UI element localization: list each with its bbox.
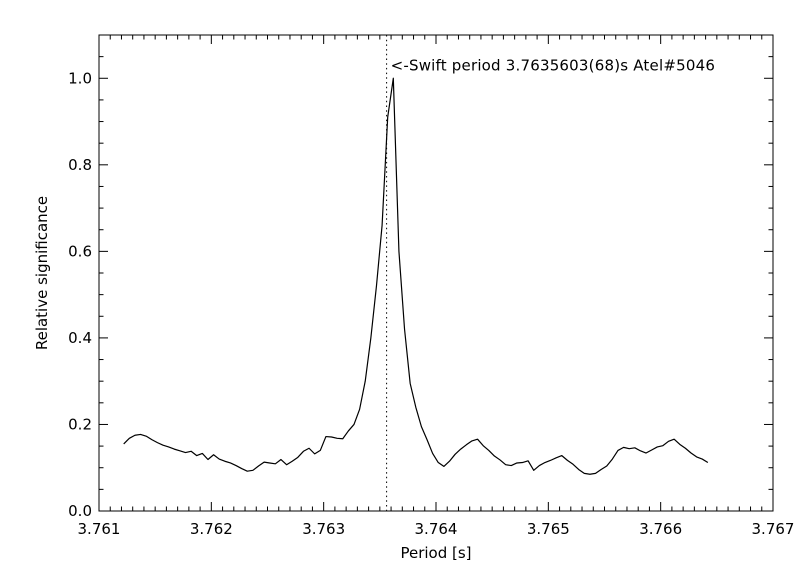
y-tick-label: 0.0 [68, 502, 92, 520]
y-tick-label: 0.4 [68, 329, 92, 347]
y-tick-label: 1.0 [68, 69, 92, 87]
x-tick-label: 3.762 [190, 520, 233, 538]
x-tick-label: 3.763 [302, 520, 345, 538]
x-tick-label: 3.765 [527, 520, 570, 538]
y-tick-label: 0.6 [68, 242, 92, 260]
y-axis-label: Relative significance [33, 196, 51, 350]
y-tick-label: 0.2 [68, 415, 92, 433]
x-tick-label: 3.761 [78, 520, 121, 538]
peak-annotation: <-Swift period 3.7635603(68)s Atel#5046 [391, 56, 715, 74]
x-tick-label: 3.767 [752, 520, 795, 538]
x-axis-label: Period [s] [400, 544, 471, 562]
significance-curve [123, 77, 709, 475]
x-tick-label: 3.766 [639, 520, 682, 538]
x-tick-label: 3.764 [415, 520, 458, 538]
y-tick-label: 0.8 [68, 156, 92, 174]
